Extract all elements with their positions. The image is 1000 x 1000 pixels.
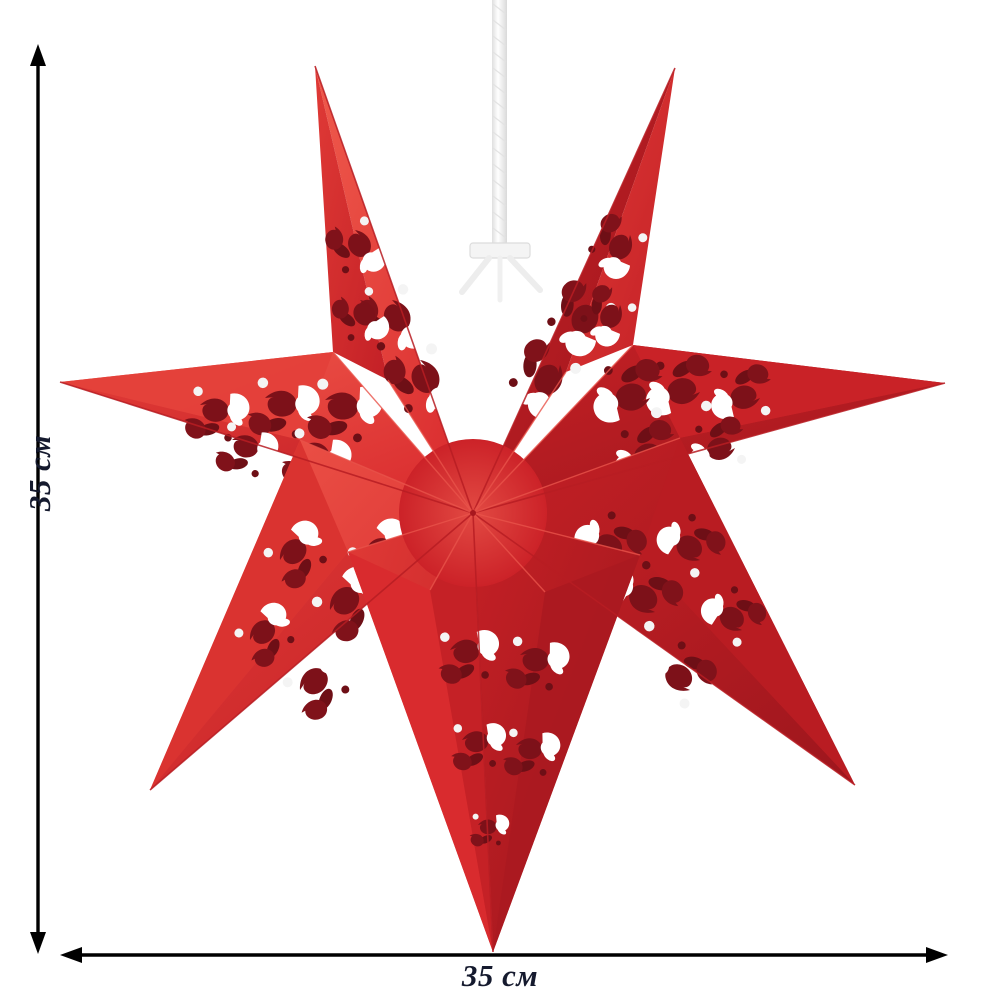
height-dimension-arrow [30, 44, 46, 954]
width-dimension-label: 35 см [461, 958, 539, 993]
hanging-cord [459, 0, 543, 303]
star-body [59, 65, 946, 953]
height-dimension-label: 35 см [22, 434, 57, 512]
cord-clip [459, 242, 543, 303]
star-center [59, 65, 946, 953]
width-dimension-arrow [60, 947, 948, 963]
star-point-bottom [348, 513, 640, 952]
